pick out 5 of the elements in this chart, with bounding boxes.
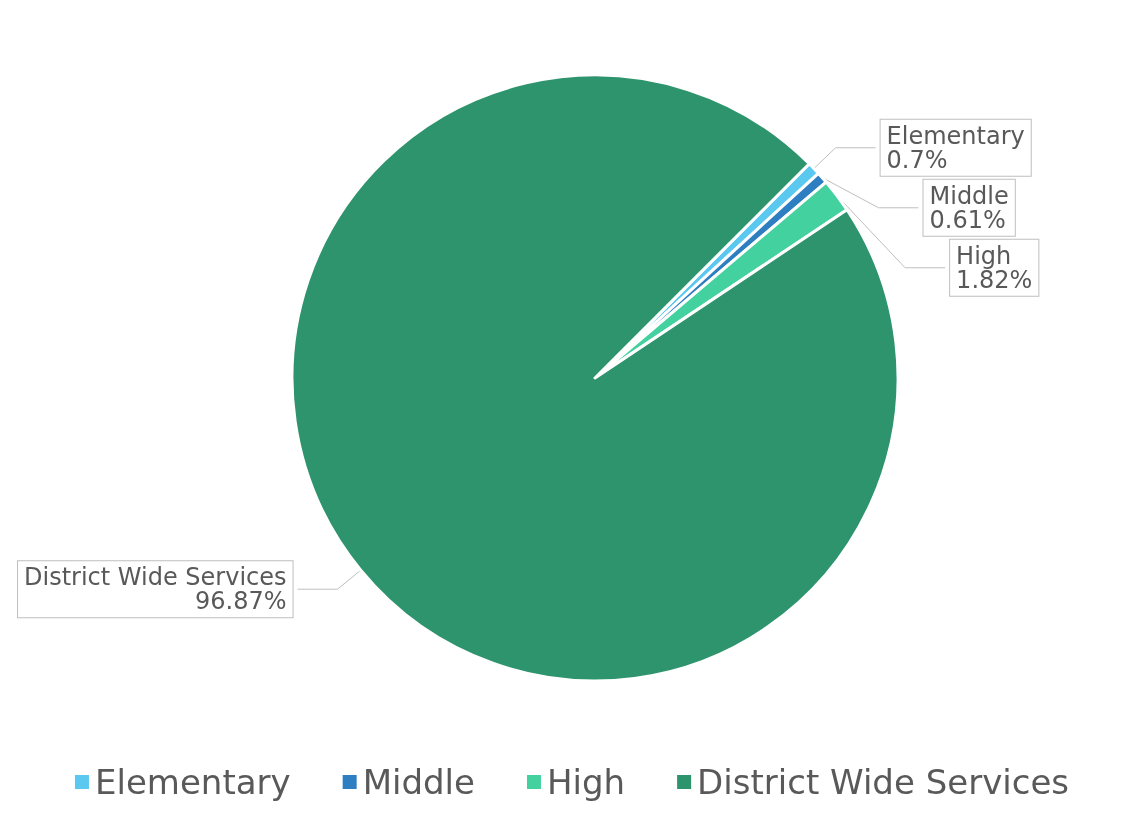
legend-label: Middle bbox=[362, 762, 475, 802]
legend-label: Elementary bbox=[94, 762, 291, 802]
legend-label: High bbox=[546, 762, 626, 802]
slice-label: High bbox=[956, 241, 1012, 270]
legend-label: District Wide Services bbox=[697, 762, 1070, 802]
